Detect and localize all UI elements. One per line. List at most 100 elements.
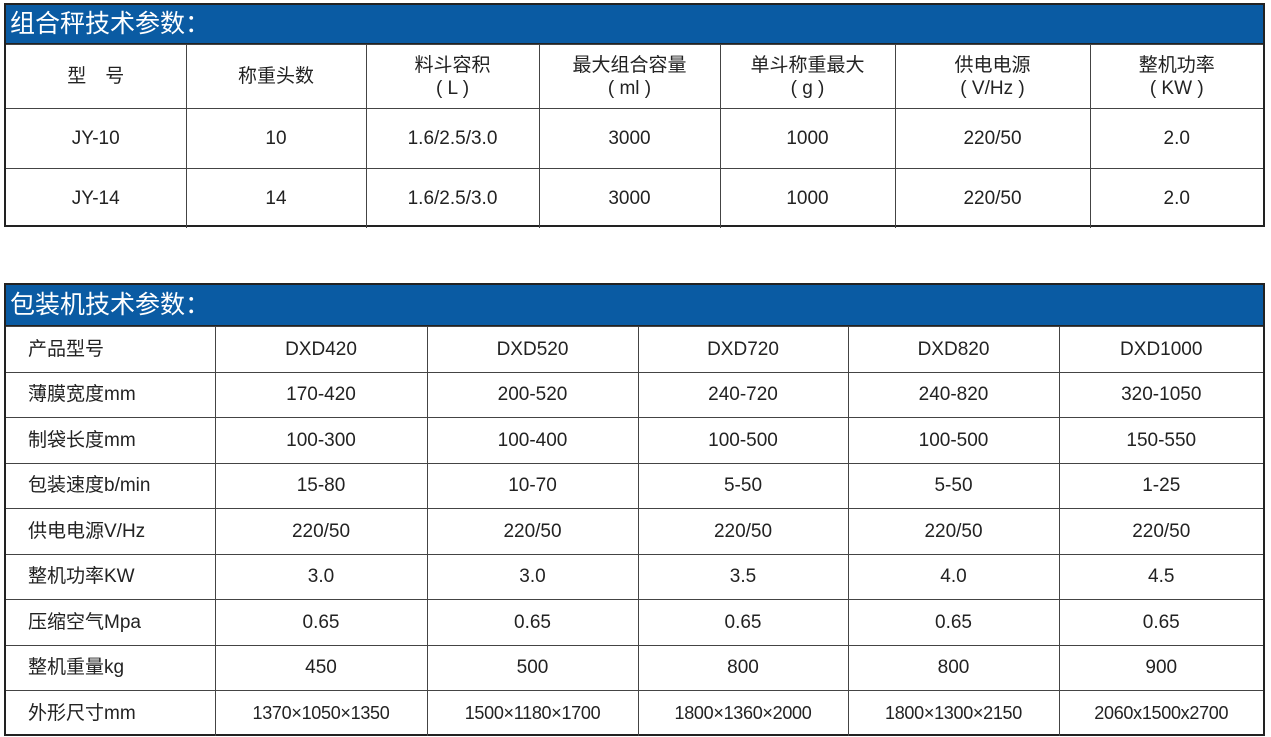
- table-cell: 0.65: [637, 599, 849, 646]
- table-cell: 15-80: [214, 462, 428, 509]
- table-cell: DXD520: [426, 326, 639, 373]
- column-header: 型 号: [6, 44, 187, 109]
- table-cell: 800: [637, 644, 849, 691]
- table-cell: 10: [185, 108, 367, 169]
- table-cell: 450: [214, 644, 428, 691]
- table-cell: 0.65: [426, 599, 639, 646]
- weigher-spec-table: 组合秤技术参数： 型 号称重头数 料斗容积( L ) 最大组合容量( ml ) 单斗称…: [4, 3, 1265, 228]
- table-cell: 800: [847, 644, 1060, 691]
- table-cell: 1500×1180×1700: [426, 690, 639, 736]
- table-row: 制袋长度mm 100-300 100-400 100-500 100-500 150-55…: [6, 417, 1263, 464]
- table-cell: 4.5: [1058, 553, 1263, 600]
- column-header: 供电电源( V/Hz ): [894, 44, 1091, 109]
- table-cell: 220/50: [847, 508, 1060, 555]
- table-cell: 200-520: [426, 371, 639, 418]
- table-cell: 14: [185, 168, 367, 228]
- header-label: 单斗称重最大: [750, 54, 865, 76]
- table-cell: DXD820: [847, 326, 1060, 373]
- column-header: 最大组合容量( ml ): [538, 44, 721, 109]
- table-cell: 220/50: [1058, 508, 1263, 555]
- table-cell: 240-820: [847, 371, 1060, 418]
- table-cell: 4.0: [847, 553, 1060, 600]
- table-cell: 3.0: [214, 553, 428, 600]
- table-row: JY-10 10 1.6/2.5/3.0 3000 1000 220/50 2.0: [6, 108, 1263, 169]
- table-cell: DXD720: [637, 326, 849, 373]
- table-row: 包装速度b/min 15-80 10-70 5-50 5-50 1-25: [6, 462, 1263, 509]
- table-cell: 2.0: [1089, 108, 1263, 169]
- table-cell: 0.65: [214, 599, 428, 646]
- row-label: 外形尺寸mm: [6, 690, 216, 736]
- table-cell: 3.0: [426, 553, 639, 600]
- column-header: 单斗称重最大( g ): [719, 44, 896, 109]
- table-cell: 1800×1300×2150: [847, 690, 1060, 736]
- table-cell: 5-50: [637, 462, 849, 509]
- table-cell: 1.6/2.5/3.0: [365, 168, 540, 228]
- table-row: 压缩空气Mpa 0.65 0.65 0.65 0.65 0.65: [6, 599, 1263, 646]
- row-label: JY-10: [6, 108, 187, 169]
- table-cell: 240-720: [637, 371, 849, 418]
- table-cell: 100-500: [637, 417, 849, 464]
- weigher-spec-title: 组合秤技术参数：: [6, 5, 1263, 44]
- table-cell: 0.65: [847, 599, 1060, 646]
- row-label: 薄膜宽度mm: [6, 371, 216, 418]
- row-label: 包装速度b/min: [6, 462, 216, 509]
- header-label: 料斗容积: [414, 54, 491, 76]
- table-cell: 170-420: [214, 371, 428, 418]
- table-cell: 220/50: [894, 108, 1091, 169]
- table-row: JY-14 14 1.6/2.5/3.0 3000 1000 220/50 2.0: [6, 168, 1263, 228]
- table-cell: 2060x1500x2700: [1058, 690, 1263, 736]
- table-cell: 1-25: [1058, 462, 1263, 509]
- table-cell: 1800×1360×2000: [637, 690, 849, 736]
- table-cell: 100-300: [214, 417, 428, 464]
- table-cell: 3000: [538, 108, 721, 169]
- table-row: 供电电源V/Hz 220/50 220/50 220/50 220/50 220/50: [6, 508, 1263, 555]
- table-cell: 220/50: [894, 168, 1091, 228]
- header-label: 最大组合容量: [572, 54, 687, 76]
- table-cell: 10-70: [426, 462, 639, 509]
- header-label: 整机功率: [1138, 54, 1215, 76]
- table-cell: DXD420: [214, 326, 428, 373]
- table-cell: 150-550: [1058, 417, 1263, 464]
- table-cell: DXD1000: [1058, 326, 1263, 373]
- table-cell: 1.6/2.5/3.0: [365, 108, 540, 169]
- header-label: 型 号: [67, 66, 125, 87]
- table-cell: 100-400: [426, 417, 639, 464]
- table-cell: 0.65: [1058, 599, 1263, 646]
- table-cell: 1000: [719, 108, 896, 169]
- table-row: 外形尺寸mm 1370×1050×1350 1500×1180×1700 1800×1…: [6, 690, 1263, 736]
- table-cell: 1000: [719, 168, 896, 228]
- header-unit: ( V/Hz ): [960, 77, 1025, 99]
- header-label: 称重头数: [237, 66, 314, 87]
- table-row: 整机重量kg 450 500 800 800 900: [6, 644, 1263, 691]
- header-unit: ( L ): [435, 77, 470, 99]
- row-label: 产品型号: [6, 326, 216, 373]
- table-cell: 220/50: [426, 508, 639, 555]
- header-unit: ( g ): [790, 77, 825, 99]
- row-label: 压缩空气Mpa: [6, 599, 216, 646]
- table-row: 产品型号 DXD420 DXD520 DXD720 DXD820 DXD1000: [6, 326, 1263, 373]
- table-cell: 220/50: [637, 508, 849, 555]
- table-cell: 3.5: [637, 553, 849, 600]
- table-row: 薄膜宽度mm 170-420 200-520 240-720 240-820 320-10…: [6, 371, 1263, 418]
- header-label: 供电电源: [954, 54, 1031, 76]
- column-header: 料斗容积( L ): [365, 44, 540, 109]
- row-label: 整机重量kg: [6, 644, 216, 691]
- column-header: 整机功率( KW ): [1089, 44, 1263, 109]
- table-cell: 1370×1050×1350: [214, 690, 428, 736]
- table-cell: 5-50: [847, 462, 1060, 509]
- table-cell: 500: [426, 644, 639, 691]
- header-unit: ( ml ): [607, 77, 652, 99]
- table-cell: 900: [1058, 644, 1263, 691]
- table-cell: 320-1050: [1058, 371, 1263, 418]
- table-cell: 2.0: [1089, 168, 1263, 228]
- packer-spec-title: 包装机技术参数：: [6, 285, 1263, 326]
- row-label: 整机功率KW: [6, 553, 216, 600]
- table-cell: 3000: [538, 168, 721, 228]
- column-header: 称重头数: [185, 44, 367, 109]
- row-label: 制袋长度mm: [6, 417, 216, 464]
- row-label: 供电电源V/Hz: [6, 508, 216, 555]
- table-row: 整机功率KW 3.0 3.0 3.5 4.0 4.5: [6, 553, 1263, 600]
- header-unit: ( KW ): [1149, 77, 1204, 99]
- packer-spec-table: 包装机技术参数： 产品型号 DXD420 DXD520 DXD720 DXD820 DXD…: [4, 283, 1265, 736]
- table-cell: 100-500: [847, 417, 1060, 464]
